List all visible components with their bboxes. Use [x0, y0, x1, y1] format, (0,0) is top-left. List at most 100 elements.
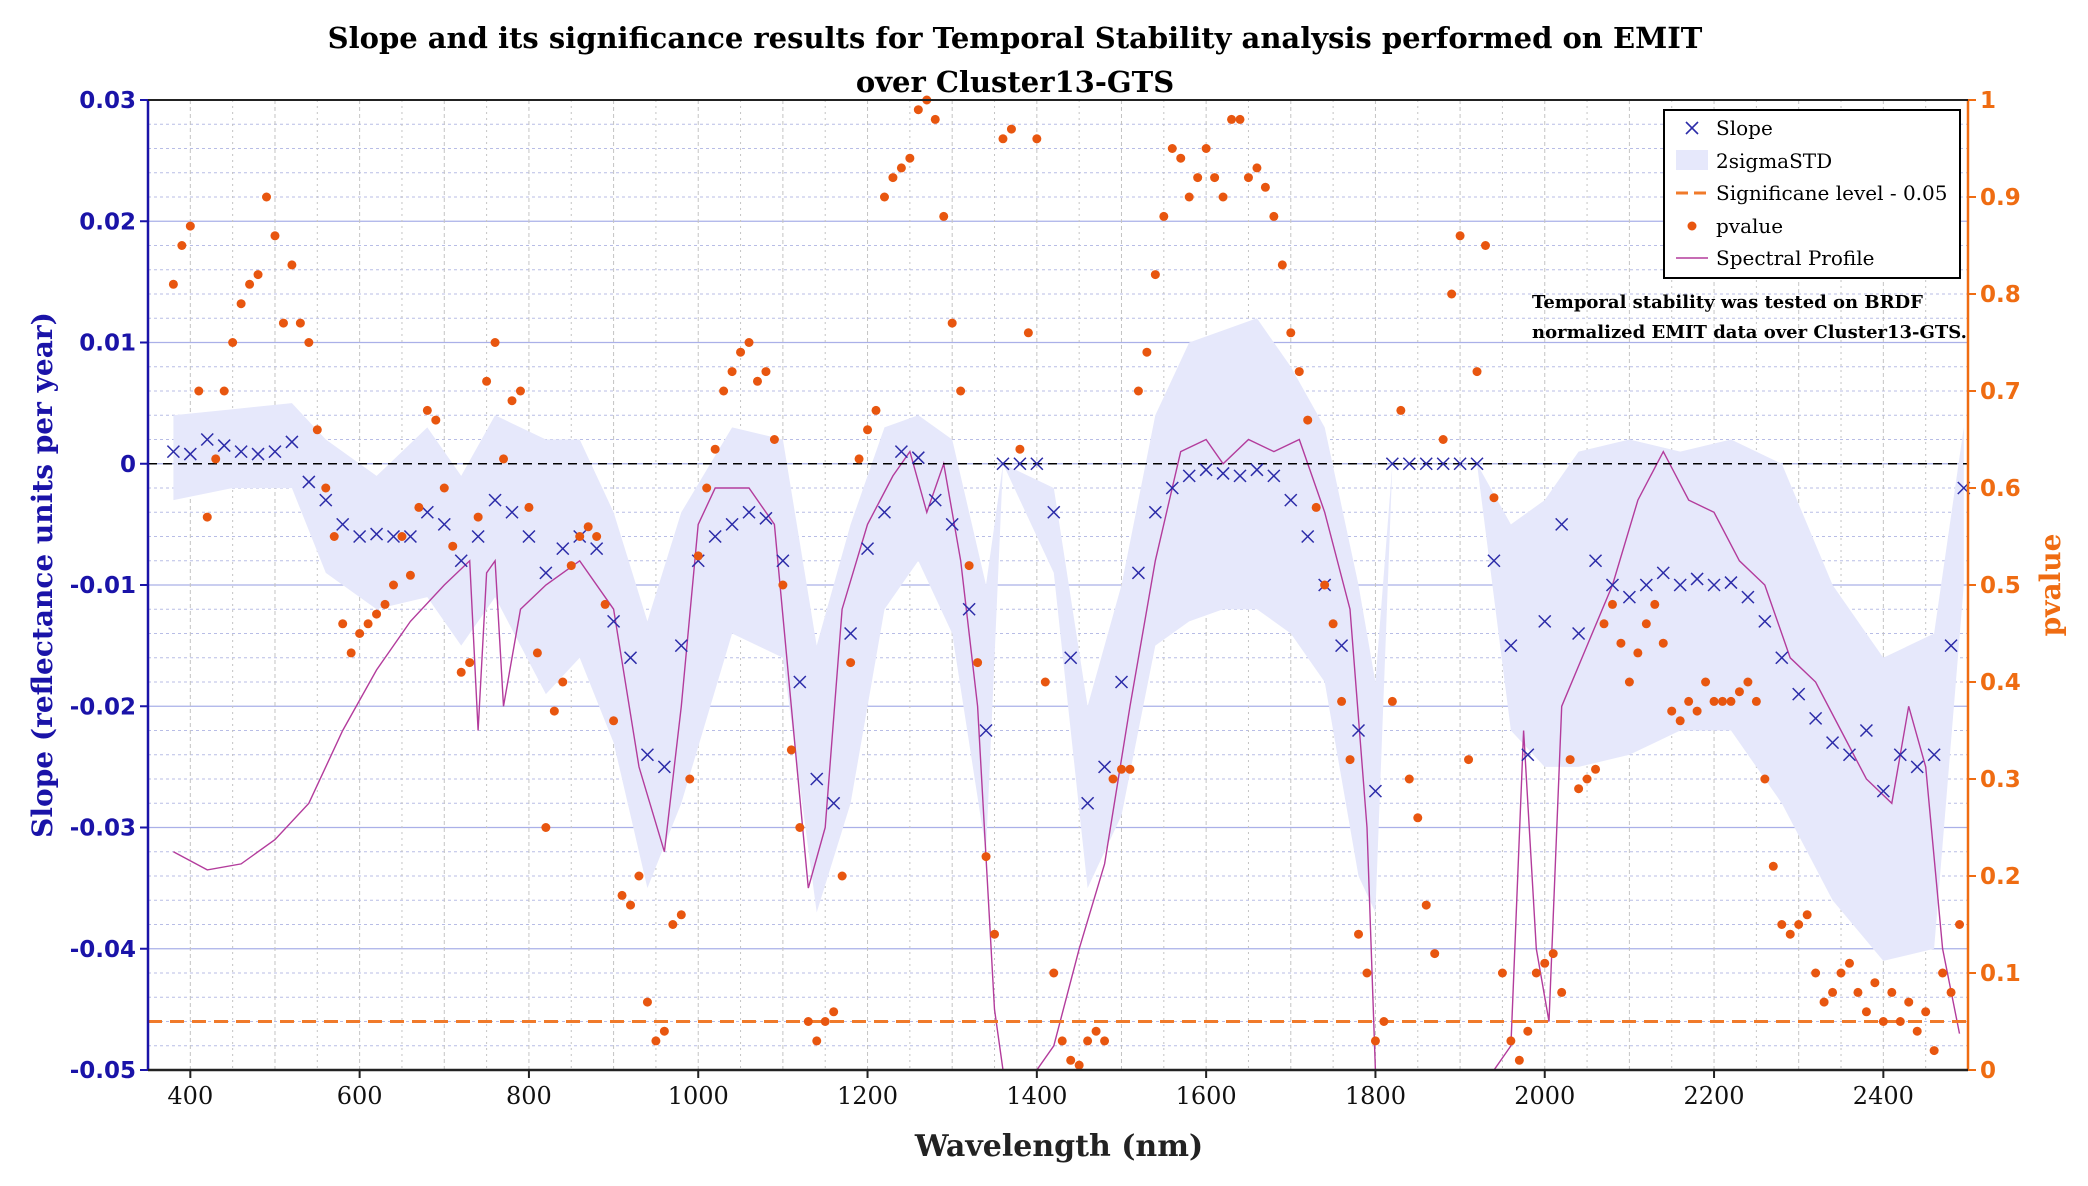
- pvalue-point: [1167, 144, 1177, 153]
- legend-band-swatch: [1676, 150, 1708, 170]
- chart-title-line1: Slope and its significance results for T…: [328, 21, 1703, 55]
- slope-point: [1165, 481, 1179, 495]
- pvalue-point: [1828, 987, 1838, 997]
- slope-point-stroke: [268, 445, 282, 459]
- pvalue-point: [1057, 1036, 1067, 1046]
- slope-point-stroke: [505, 505, 519, 519]
- pvalue-point: [1303, 415, 1313, 425]
- slope-point: [200, 432, 214, 447]
- y-right-tick-label: 0.9: [1980, 185, 2021, 211]
- y-right-tick-label: 0.5: [1980, 573, 2021, 599]
- pvalue-point: [854, 454, 864, 464]
- pvalue-point: [1633, 648, 1643, 658]
- pvalue-point: [795, 823, 805, 832]
- pvalue-point: [1252, 163, 1262, 173]
- pvalue-point: [168, 279, 178, 289]
- pvalue-point: [245, 279, 255, 289]
- slope-point-stroke: [522, 529, 536, 544]
- slope-point: [1114, 675, 1129, 689]
- slope-point: [488, 493, 502, 507]
- slope-point-stroke: [1775, 651, 1789, 665]
- slope-point: [725, 517, 739, 531]
- legend-significance-label: Significane level - 0.05: [1716, 181, 1947, 205]
- pvalue-point: [998, 134, 1008, 144]
- pvalue-point: [1760, 774, 1770, 784]
- slope-point-stroke: [590, 542, 604, 556]
- pvalue-point: [727, 367, 737, 377]
- slope-point-stroke: [234, 445, 248, 459]
- pvalue-point: [1565, 755, 1575, 765]
- slope-point: [776, 554, 790, 568]
- pvalue-point: [1667, 706, 1677, 716]
- slope-point: [1030, 457, 1044, 471]
- slope-point-stroke: [437, 517, 451, 531]
- x-tick-label: 1000: [668, 1082, 729, 1110]
- slope-point: [251, 447, 265, 461]
- pvalue-point: [499, 454, 509, 464]
- slope-point-stroke: [1047, 505, 1061, 519]
- slope-point-stroke: [1131, 566, 1145, 580]
- legend-pvalue-label: pvalue: [1716, 214, 1783, 238]
- pvalue-point: [1574, 784, 1584, 794]
- slope-point-stroke: [1064, 651, 1078, 665]
- pvalue-point: [549, 706, 559, 716]
- pvalue-point: [473, 512, 483, 522]
- slope-point: [894, 445, 908, 459]
- slope-point-stroke: [336, 517, 350, 531]
- slope-point: [183, 447, 197, 461]
- slope-point: [1572, 626, 1586, 641]
- pvalue-point: [1794, 920, 1804, 929]
- slope-point: [945, 517, 959, 531]
- pvalue-point: [1015, 444, 1025, 454]
- slope-point-stroke: [742, 505, 756, 519]
- slope-point: [505, 505, 519, 519]
- pvalue-point: [439, 483, 449, 493]
- pvalue-point: [515, 386, 525, 396]
- slope-point: [386, 529, 401, 544]
- pvalue-point: [448, 541, 458, 551]
- slope-point: [1267, 469, 1281, 483]
- spectral-profile-line: [173, 438, 1961, 1071]
- pvalue-point: [1184, 192, 1194, 202]
- pvalue-point: [846, 658, 856, 668]
- slope-point-stroke: [1707, 578, 1721, 592]
- pvalue-point: [1049, 968, 1059, 978]
- pvalue-point: [575, 532, 585, 541]
- slope-point-stroke: [1301, 529, 1315, 544]
- slope-point: [336, 517, 350, 531]
- slope-point: [1013, 457, 1027, 471]
- slope-point-stroke: [1267, 469, 1281, 483]
- slope-point: [1521, 748, 1535, 762]
- pvalue-point: [228, 338, 238, 347]
- pvalue-point: [1387, 696, 1397, 706]
- pvalue-point: [1811, 968, 1821, 978]
- pvalue-point: [1455, 231, 1465, 241]
- slope-point-stroke: [1148, 505, 1162, 519]
- slope-point: [471, 529, 485, 544]
- pvalue-point: [1658, 638, 1668, 648]
- slope-point: [1436, 457, 1450, 471]
- slope-point-stroke: [1436, 457, 1450, 471]
- y-right-tick-label: 0.1: [1980, 961, 2021, 987]
- tick-labels: 0.030.020.010-0.01-0.02-0.03-0.04-0.0510…: [70, 88, 2021, 1110]
- pvalue-point: [253, 270, 263, 280]
- slope-point-stroke: [370, 527, 384, 541]
- pvalue-point: [879, 192, 889, 202]
- slope-point: [403, 529, 417, 544]
- slope-point-stroke: [1826, 736, 1840, 750]
- slope-point-stroke: [353, 529, 367, 544]
- pvalue-point: [1404, 774, 1414, 784]
- slope-point-stroke: [1487, 554, 1501, 568]
- slope-point-stroke: [1114, 675, 1129, 689]
- pvalue-point: [1421, 900, 1431, 910]
- slope-point-stroke: [1690, 572, 1704, 586]
- slope-point-stroke: [1351, 723, 1366, 738]
- pvalue-point: [1142, 347, 1152, 357]
- pvalue-point: [888, 173, 898, 183]
- slope-point: [810, 772, 824, 786]
- slope-point: [1792, 687, 1806, 701]
- pvalue-point: [558, 677, 568, 687]
- pvalue-point: [981, 852, 991, 862]
- slope-point: [234, 445, 248, 459]
- slope-point: [1385, 457, 1399, 471]
